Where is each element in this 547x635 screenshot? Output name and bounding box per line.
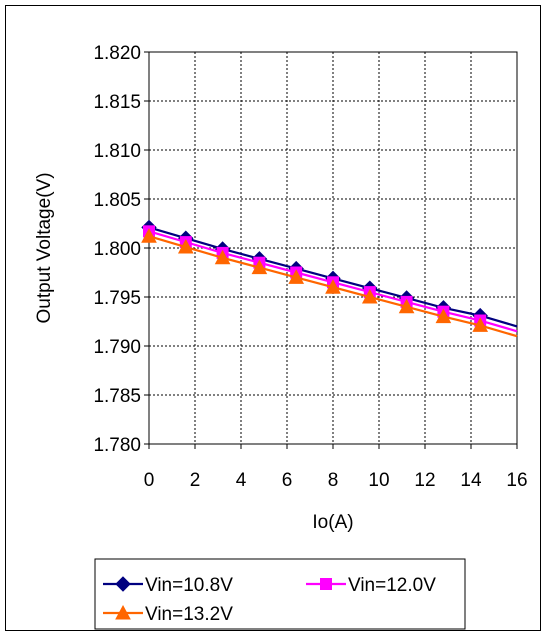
x-tick-label: 6 bbox=[282, 470, 293, 491]
y-axis-label: Output Voltage(V) bbox=[34, 172, 55, 323]
grid-lines bbox=[144, 51, 518, 449]
y-tick-label: 1.795 bbox=[93, 288, 141, 309]
x-axis-label: Io(A) bbox=[312, 512, 353, 533]
x-tick-label: 12 bbox=[414, 470, 435, 491]
x-tick-label: 10 bbox=[368, 470, 389, 491]
data-point-marker bbox=[214, 249, 231, 265]
x-tick-labels: 0 2 4 6 8 10 12 14 16 bbox=[144, 470, 528, 491]
legend-label: Vin=12.0V bbox=[348, 575, 436, 596]
chart-frame: 1.820 1.815 1.810 1.805 1.800 1.795 1.790 1.785… bbox=[5, 5, 541, 631]
legend-label: Vin=10.8V bbox=[145, 575, 233, 596]
legend: Vin=10.8V Vin=12.0V Vin=13.2V bbox=[103, 575, 436, 625]
x-tick-label: 16 bbox=[506, 470, 527, 491]
data-point-marker bbox=[472, 317, 489, 332]
legend-label: Vin=13.2V bbox=[145, 604, 233, 625]
y-tick-label: 1.780 bbox=[93, 435, 141, 456]
legend-marker bbox=[115, 604, 131, 620]
data-point-marker bbox=[141, 228, 157, 243]
x-tick-label: 8 bbox=[328, 470, 339, 491]
legend-marker bbox=[320, 578, 332, 590]
data-point-marker bbox=[398, 298, 415, 314]
x-tick-label: 2 bbox=[190, 470, 201, 491]
data-point-marker bbox=[361, 288, 378, 304]
legend-box bbox=[94, 558, 466, 630]
y-tick-label: 1.805 bbox=[93, 190, 141, 211]
legend-item: Vin=13.2V bbox=[103, 604, 233, 625]
legend-item: Vin=12.0V bbox=[306, 575, 436, 596]
series-layer bbox=[141, 219, 518, 338]
data-point-marker bbox=[288, 269, 305, 284]
y-tick-label: 1.790 bbox=[93, 337, 141, 358]
data-point-marker bbox=[435, 308, 452, 324]
line-chart: 1.820 1.815 1.810 1.805 1.800 1.795 1.790 1.785… bbox=[34, 43, 528, 630]
y-tick-label: 1.785 bbox=[93, 386, 141, 407]
x-tick-label: 0 bbox=[144, 470, 155, 491]
y-tick-label: 1.800 bbox=[93, 239, 141, 260]
y-tick-label: 1.810 bbox=[93, 141, 141, 162]
x-tick-label: 4 bbox=[236, 470, 247, 491]
y-tick-label: 1.820 bbox=[93, 43, 141, 64]
data-point-marker bbox=[251, 259, 268, 275]
legend-item: Vin=10.8V bbox=[103, 575, 233, 596]
y-tick-label: 1.815 bbox=[93, 92, 141, 113]
data-point-marker bbox=[177, 238, 194, 254]
legend-marker bbox=[115, 576, 131, 592]
series-3 bbox=[141, 228, 518, 338]
data-point-marker bbox=[325, 279, 341, 294]
y-tick-labels: 1.820 1.815 1.810 1.805 1.800 1.795 1.790 1.785… bbox=[93, 43, 141, 456]
x-tick-label: 14 bbox=[460, 470, 482, 491]
